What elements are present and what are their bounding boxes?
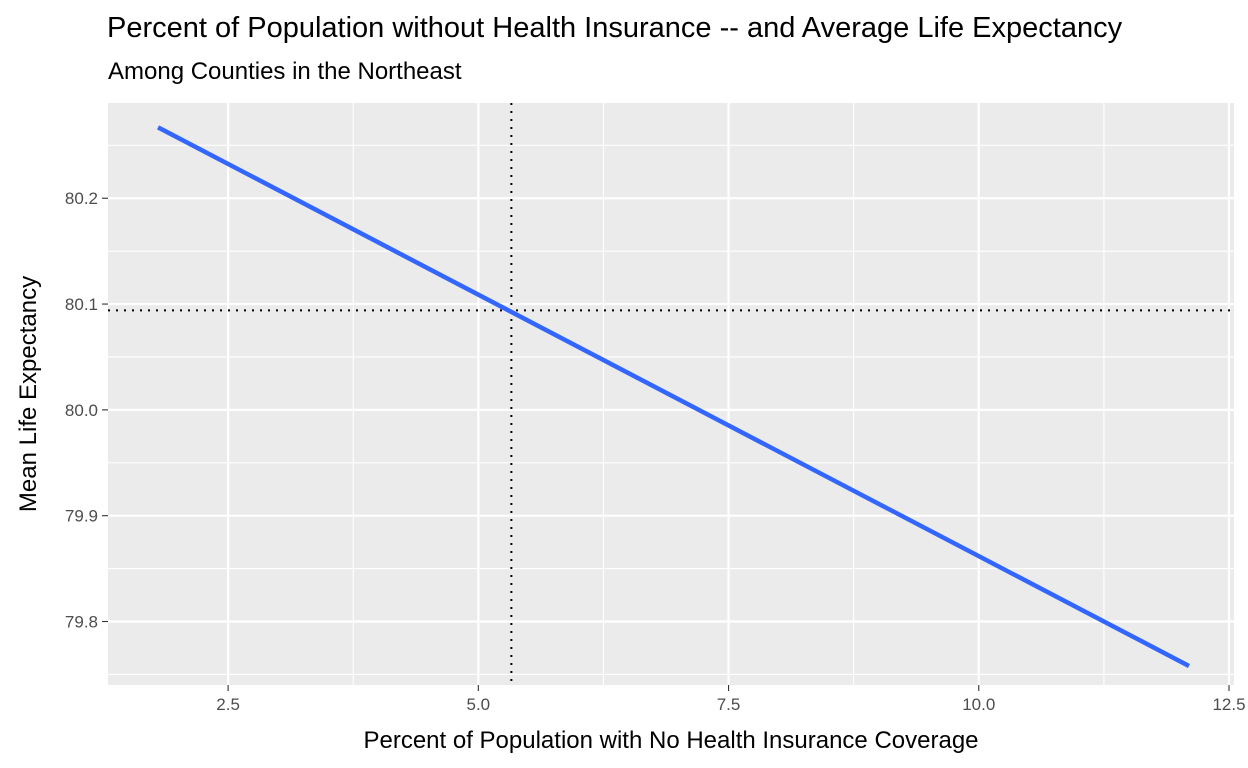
y-tick-label: 80.0 [65,401,98,420]
x-axis: 2.5 5.0 7.5 10.0 12.5 [216,685,1246,714]
reference-lines [108,103,1234,685]
y-axis: 79.8 79.9 80.0 80.1 80.2 [65,189,108,632]
trend-line [157,125,1191,668]
x-tick-label: 10.0 [962,695,995,714]
y-tick-label: 80.1 [65,295,98,314]
x-tick-label: 2.5 [216,695,240,714]
y-tick-label: 80.2 [65,189,98,208]
x-tick-label: 7.5 [717,695,741,714]
y-tick-label: 79.8 [65,613,98,632]
y-tick-label: 79.9 [65,507,98,526]
series-layer [157,125,1191,668]
minor-gridlines [108,103,1234,685]
chart-subtitle: Among Counties in the Northeast [108,58,462,85]
major-gridlines [108,103,1234,685]
x-tick-label: 12.5 [1212,695,1245,714]
y-axis-title: Mean Life Expectancy [15,276,42,512]
x-axis-title: Percent of Population with No Health Ins… [363,727,978,754]
x-tick-label: 5.0 [467,695,491,714]
chart-title: Percent of Population without Health Ins… [107,12,1123,44]
